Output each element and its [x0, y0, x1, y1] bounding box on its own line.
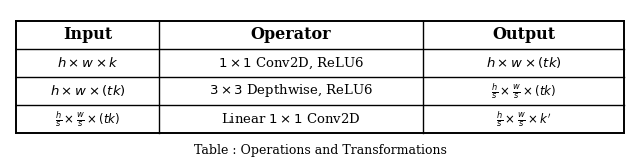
Text: $\frac{h}{s} \times \frac{w}{s} \times (tk)$: $\frac{h}{s} \times \frac{w}{s} \times (… — [55, 109, 120, 129]
Text: Table : Operations and Transformations: Table : Operations and Transformations — [193, 144, 447, 157]
Text: $\frac{h}{s} \times \frac{w}{s} \times (tk)$: $\frac{h}{s} \times \frac{w}{s} \times (… — [491, 81, 556, 101]
Bar — [16, 21, 624, 133]
Text: $h \times w \times (tk)$: $h \times w \times (tk)$ — [49, 83, 125, 98]
Text: Linear $1 \times 1$ Conv2D: Linear $1 \times 1$ Conv2D — [221, 112, 361, 126]
Text: Output: Output — [492, 26, 556, 43]
Text: $h \times w \times (tk)$: $h \times w \times (tk)$ — [486, 55, 561, 70]
Text: $h \times w \times k$: $h \times w \times k$ — [56, 56, 118, 70]
Text: Operator: Operator — [251, 26, 332, 43]
Text: $1 \times 1$ Conv2D, ReLU6: $1 \times 1$ Conv2D, ReLU6 — [218, 55, 364, 71]
Text: $3 \times 3$ Depthwise, ReLU6: $3 \times 3$ Depthwise, ReLU6 — [209, 82, 373, 99]
Text: Input: Input — [63, 26, 112, 43]
Text: $\frac{h}{s} \times \frac{w}{s} \times k'$: $\frac{h}{s} \times \frac{w}{s} \times k… — [496, 109, 552, 129]
